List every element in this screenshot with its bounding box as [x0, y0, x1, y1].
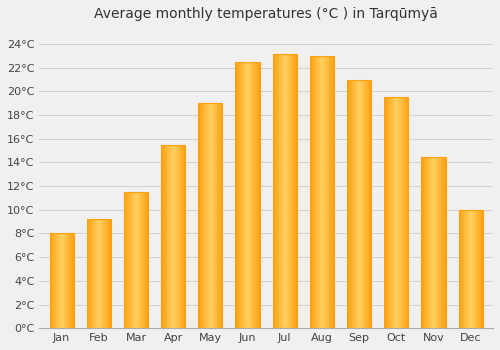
Bar [384, 97, 408, 328]
Title: Average monthly temperatures (°C ) in Tarqūmyā: Average monthly temperatures (°C ) in Ta… [94, 7, 438, 21]
Bar [86, 219, 111, 328]
Bar [347, 79, 371, 328]
Bar [124, 192, 148, 328]
Bar [310, 56, 334, 328]
Bar [272, 54, 297, 328]
Bar [458, 210, 483, 328]
Bar [198, 103, 222, 328]
Bar [422, 156, 446, 328]
Bar [50, 233, 74, 328]
Bar [236, 62, 260, 328]
Bar [161, 145, 186, 328]
